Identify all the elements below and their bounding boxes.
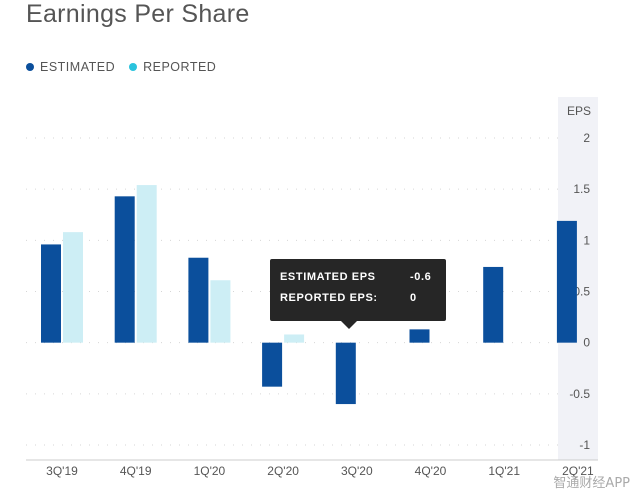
tooltip-estimated-label: ESTIMATED EPS <box>280 271 376 283</box>
legend-label-reported: REPORTED <box>143 60 217 74</box>
bar-reported <box>63 232 83 343</box>
x-tick-label: 4Q'19 <box>120 464 152 478</box>
bar-estimated <box>556 220 577 343</box>
y-tick-label: 0 <box>583 336 590 350</box>
bar-estimated <box>483 266 504 343</box>
legend-dot-estimated <box>26 63 34 71</box>
y-tick-label: 0.5 <box>573 285 590 299</box>
legend-dot-reported <box>129 63 138 71</box>
y-tick-label: -1 <box>579 438 590 452</box>
bar-reported <box>284 334 305 343</box>
y-tick-label: 1.5 <box>573 182 590 196</box>
tooltip-estimated-value: -0.6 <box>410 271 432 283</box>
legend: ESTIMATED REPORTED <box>26 60 216 74</box>
bar-estimated <box>114 196 135 343</box>
legend-item-estimated[interactable]: ESTIMATED <box>26 60 115 74</box>
bar-reported <box>210 280 231 343</box>
bar-estimated <box>188 257 209 343</box>
x-tick-label: 2Q'21 <box>562 464 594 478</box>
bar-reported <box>136 185 157 343</box>
bar-estimated <box>335 342 356 405</box>
y-tick-label: -0.5 <box>569 387 590 401</box>
x-tick-label: 2Q'20 <box>267 464 299 478</box>
bar-estimated <box>409 329 430 343</box>
y-axis-title: EPS <box>567 104 591 118</box>
bar-estimated <box>262 342 283 387</box>
x-tick-label: 3Q'19 <box>46 464 78 478</box>
watermark: 智通财经APP <box>553 476 630 491</box>
bar-estimated <box>41 244 61 343</box>
tooltip-reported-label: REPORTED EPS: <box>280 292 378 304</box>
y-tick-label: 1 <box>583 233 590 247</box>
chart-title: Earnings Per Share <box>26 0 250 28</box>
x-tick-label: 3Q'20 <box>341 464 373 478</box>
legend-item-reported[interactable]: REPORTED <box>129 60 216 74</box>
x-tick-label: 1Q'21 <box>488 464 520 478</box>
y-tick-label: 2 <box>583 131 590 145</box>
legend-label-estimated: ESTIMATED <box>40 60 116 74</box>
x-tick-label: 4Q'20 <box>415 464 447 478</box>
tooltip-reported-value: 0 <box>410 292 417 304</box>
x-tick-label: 1Q'20 <box>194 464 226 478</box>
tooltip: ESTIMATED EPS -0.6 REPORTED EPS: 0 <box>270 259 446 329</box>
